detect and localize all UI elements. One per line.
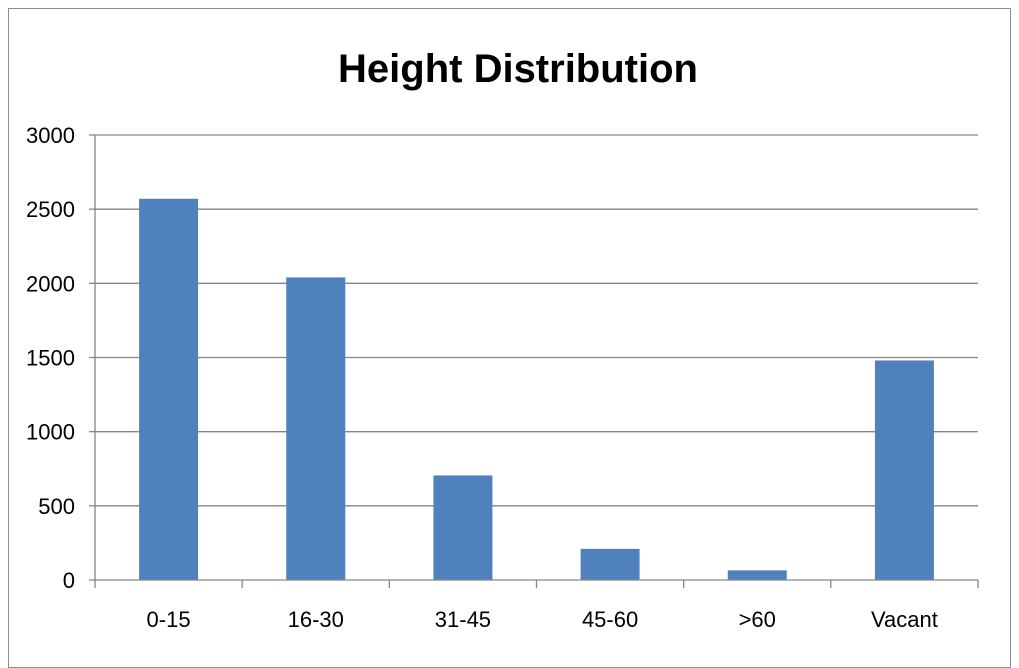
chart-title: Height Distribution — [338, 47, 698, 91]
y-tick-label: 1000 — [26, 420, 75, 445]
y-tick-label: 3000 — [26, 123, 75, 148]
bar-4560 — [580, 548, 640, 580]
x-axis-tick-labels: 0-15 16-30 31-45 45-60 >60 Vacant — [147, 607, 938, 632]
y-tick-label: 2000 — [26, 271, 75, 296]
y-tick-label: 2500 — [26, 197, 75, 222]
x-tick-label: Vacant — [871, 607, 938, 632]
bars — [139, 198, 934, 581]
bar-3145 — [433, 475, 493, 580]
bar-vacant — [874, 360, 934, 580]
y-tick-label: 1500 — [26, 346, 75, 371]
axes — [94, 135, 979, 588]
bar-chart: Height Distribution 0 500 1000 1500 2000 2500… — [26, 47, 979, 632]
x-tick-label: 31-45 — [435, 607, 491, 632]
bar-1630 — [286, 277, 346, 580]
x-tick-label: >60 — [739, 607, 776, 632]
grid-lines — [89, 134, 978, 581]
bar-60 — [727, 570, 787, 580]
y-tick-label: 0 — [63, 568, 75, 593]
x-tick-label: 0-15 — [147, 607, 191, 632]
y-axis-tick-labels: 0 500 1000 1500 2000 2500 3000 — [26, 123, 75, 593]
x-tick-label: 16-30 — [288, 607, 344, 632]
x-tick-label: 45-60 — [582, 607, 638, 632]
bar-015 — [139, 198, 199, 581]
y-tick-label: 500 — [38, 494, 75, 519]
